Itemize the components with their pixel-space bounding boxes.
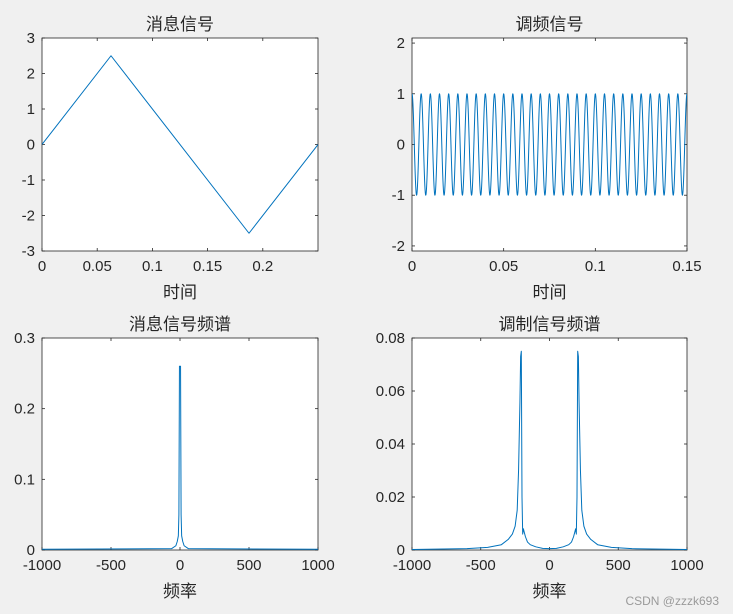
x-tick-label: 1000 <box>301 557 334 574</box>
series-line <box>412 350 687 550</box>
x-tick-label: 0.05 <box>83 258 112 275</box>
chart-title: 调频信号 <box>516 15 584 35</box>
y-tick-label: 0 <box>397 137 405 154</box>
x-tick-label: 500 <box>236 557 261 574</box>
y-tick-label: 2 <box>397 35 405 52</box>
series-line <box>412 93 687 196</box>
x-tick-label: 0 <box>38 258 46 275</box>
y-tick-label: -1 <box>392 187 405 204</box>
y-tick-label: -2 <box>22 208 35 225</box>
x-tick-label: 0.1 <box>142 258 163 275</box>
y-tick-label: 1 <box>27 101 35 118</box>
x-tick-label: -500 <box>96 557 126 574</box>
x-tick-label: 0 <box>545 557 553 574</box>
y-tick-label: 0.02 <box>376 489 405 506</box>
y-tick-label: -3 <box>22 243 35 260</box>
plot-area <box>411 337 688 551</box>
y-tick-label: 3 <box>27 30 35 47</box>
x-tick-label: 0 <box>176 557 184 574</box>
x-tick-label: 1000 <box>670 557 703 574</box>
x-tick-label: 0.2 <box>252 258 273 275</box>
plot-area <box>41 337 319 551</box>
y-tick-label: 0.06 <box>376 383 405 400</box>
x-tick-label: -1000 <box>23 557 61 574</box>
x-axis-label: 频率 <box>533 582 567 602</box>
chart-title: 消息信号 <box>146 15 214 35</box>
y-tick-label: -1 <box>22 172 35 189</box>
plot-area <box>411 37 688 252</box>
x-tick-label: -1000 <box>393 557 431 574</box>
series-line <box>42 365 318 550</box>
subplot-4: -1000 -500 0 500 1000 0 0.02 0.04 0.06 0.08 调制信号频谱… <box>376 315 704 602</box>
x-tick-label: 500 <box>606 557 631 574</box>
y-tick-label: 0.04 <box>376 436 405 453</box>
y-tick-label: 0 <box>27 137 35 154</box>
x-tick-label: 0.1 <box>585 258 606 275</box>
x-axis-label: 时间 <box>533 283 567 303</box>
chart-title: 消息信号频谱 <box>129 315 231 335</box>
y-tick-label: 2 <box>27 66 35 83</box>
y-tick-label: -2 <box>392 238 405 255</box>
x-tick-label: 0.15 <box>672 258 701 275</box>
series-line <box>42 55 318 234</box>
y-tick-label: 0.3 <box>14 330 35 347</box>
x-axis-label: 频率 <box>163 582 197 602</box>
chart-title: 调制信号频谱 <box>499 315 601 335</box>
x-axis-label: 时间 <box>163 283 197 303</box>
y-tick-label: 0 <box>397 542 405 559</box>
x-tick-label: 0 <box>408 258 416 275</box>
y-tick-label: 0.08 <box>376 330 405 347</box>
y-tick-label: 0.1 <box>14 471 35 488</box>
x-tick-label: 0.05 <box>489 258 518 275</box>
y-tick-label: 0.2 <box>14 401 35 418</box>
x-tick-label: -500 <box>466 557 496 574</box>
y-tick-label: 1 <box>397 86 405 103</box>
y-tick-label: 0 <box>27 542 35 559</box>
x-tick-label: 0.15 <box>193 258 222 275</box>
watermark: CSDN @zzzk693 <box>625 594 719 608</box>
